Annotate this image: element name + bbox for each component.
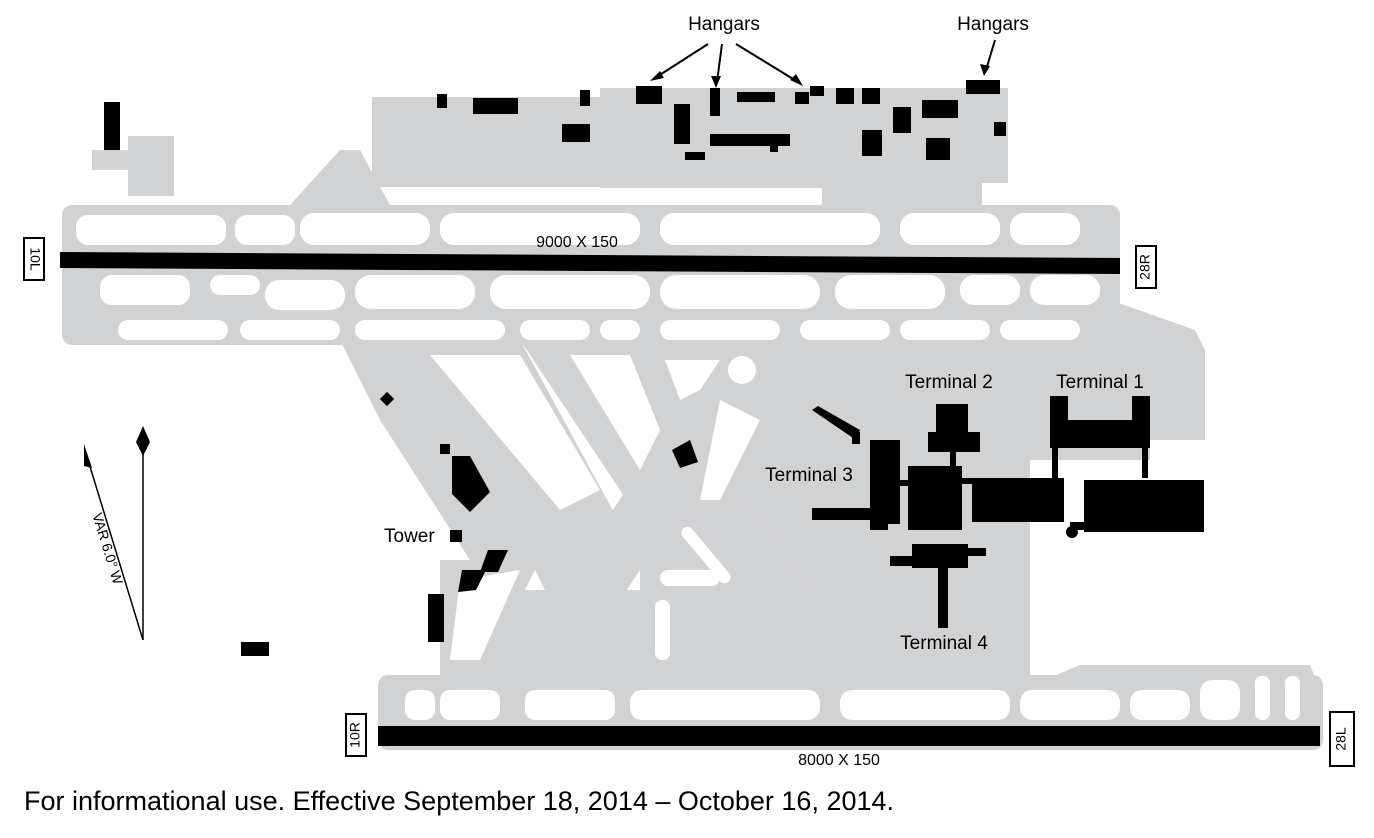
arrowheads — [650, 64, 990, 88]
terminal-1-label: Terminal 1 — [1056, 372, 1144, 393]
runway-north-west-end-label: 10L — [27, 247, 43, 271]
runway-south: 8000 X 150 10R 28L — [345, 711, 1355, 769]
terminal-4-label: Terminal 4 — [900, 633, 988, 654]
hangar-arrows — [654, 39, 996, 83]
grass-islands — [76, 213, 1300, 720]
effective-dates-footer: For informational use. Effective Septemb… — [24, 786, 895, 816]
runway-north-east-end-label: 28R — [1137, 254, 1153, 280]
runway-south-strip — [378, 726, 1320, 746]
hangars-label-right: Hangars — [957, 14, 1029, 35]
runway-south-west-end-label: 10R — [347, 722, 363, 748]
terminal-2-label: Terminal 2 — [905, 372, 993, 393]
runway-north-west-end-box — [23, 237, 45, 281]
north-arrow: VAR 6.0° W — [84, 426, 150, 641]
runway-north-dimensions: 9000 X 150 — [536, 234, 618, 251]
runway-north-strip — [60, 252, 1120, 274]
hangar-buildings — [104, 80, 1006, 160]
runway-south-west-end-box — [345, 713, 367, 757]
runway-north: 9000 X 150 10L 28R — [23, 234, 1157, 289]
true-north-arrowhead — [136, 426, 150, 456]
hangars-label-left: Hangars — [688, 14, 760, 35]
runway-south-east-end-label: 28L — [1333, 727, 1349, 751]
variation-label: VAR 6.0° W — [89, 511, 126, 587]
runway-south-dimensions: 8000 X 150 — [798, 752, 880, 769]
tower-label: Tower — [384, 526, 435, 547]
runway-south-east-end-box — [1329, 711, 1355, 767]
terminal-buildings — [241, 391, 1204, 656]
magnetic-north-arrowhead — [84, 444, 92, 468]
runway-north-east-end-box — [1135, 245, 1157, 289]
terminal-3-label: Terminal 3 — [765, 465, 853, 486]
